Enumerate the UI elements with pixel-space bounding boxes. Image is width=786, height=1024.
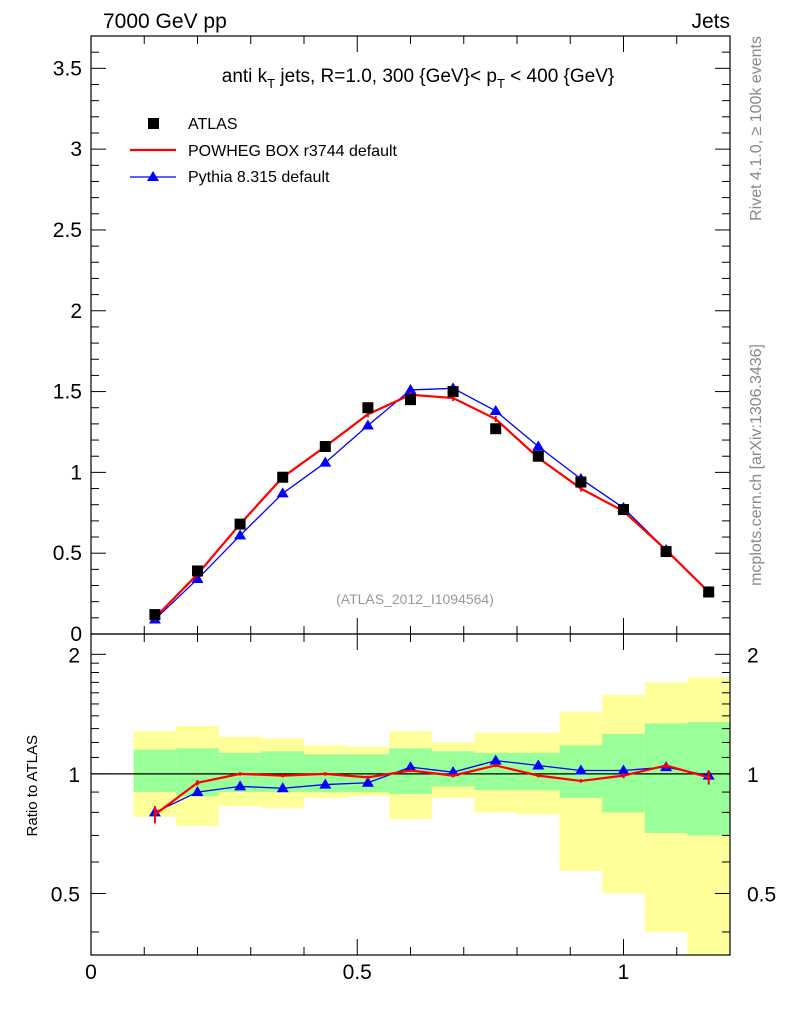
pythia-point	[276, 487, 289, 498]
header-collision-label: 7000 GeV pp	[103, 10, 227, 33]
ratio-plot: 0.5 0.51 12 2 0 0.5 1 Ratio to ATLAS	[24, 633, 776, 984]
atlas-point	[405, 394, 416, 406]
main-y-tick-label: 0.5	[53, 542, 82, 565]
main-y-tick-label: 3	[70, 138, 82, 161]
pythia-point	[489, 404, 502, 415]
pythia-ratio-point	[234, 780, 247, 791]
ratio-x-ticks: 0 0.5 1	[85, 634, 731, 984]
atlas-point	[319, 441, 331, 453]
pythia-ratio-point	[532, 759, 545, 770]
powheg-curve	[154, 393, 710, 619]
ratio-uncertainty-bands	[91, 677, 730, 955]
main-data-marks	[148, 382, 715, 624]
legend-pythia-marker	[147, 171, 159, 181]
pythia-ratio-point	[574, 764, 587, 775]
analysis-reference: (ATLAS_2012_I1094564)	[336, 591, 494, 607]
pythia-ratio-point	[361, 776, 374, 787]
ratio-y-tick-label-right: 0.5	[747, 883, 776, 906]
pythia-ratio-point	[191, 786, 204, 797]
legend-pythia-label: Pythia 8.315 default	[188, 169, 330, 186]
legend-powheg-label: POWHEG BOX r3744 default	[188, 143, 398, 160]
pythia-point	[361, 419, 374, 430]
legend: ATLAS POWHEG BOX r3744 default Pythia 8.…	[130, 116, 398, 186]
legend-atlas-label: ATLAS	[188, 116, 238, 133]
pythia-curve	[154, 387, 710, 620]
main-y-tick-label: 1.5	[53, 381, 82, 404]
atlas-point	[234, 518, 246, 530]
atlas-point	[149, 609, 161, 621]
atlas-point	[490, 423, 502, 435]
rivet-version-label: Rivet 4.1.0, ≥ 100k events	[748, 36, 765, 221]
ratio-y-tick-label-right: 2	[747, 644, 759, 667]
pythia-point	[404, 383, 417, 394]
pythia-ratio-point	[319, 778, 332, 789]
x-tick-label: 0.5	[343, 961, 372, 984]
pythia-ratio-point	[276, 782, 289, 793]
pythia-point	[319, 456, 332, 467]
powheg-ratio-curve	[154, 764, 709, 816]
atlas-point	[362, 402, 374, 414]
atlas-point	[532, 450, 544, 462]
atlas-point	[575, 476, 587, 488]
atlas-point	[277, 471, 289, 483]
x-tick-label: 0	[85, 961, 97, 984]
atlas-point	[660, 546, 672, 558]
ratio-y-tick-label: 2	[68, 644, 80, 667]
ratio-data-marks	[148, 754, 715, 824]
ratio-y-tick-label-right: 1	[747, 764, 759, 787]
pythia-ratio-curve	[154, 759, 709, 813]
atlas-point	[192, 565, 203, 577]
pythia-point	[234, 529, 247, 540]
main-y-tick-label: 2.5	[53, 219, 82, 242]
main-y-tick-label: 1	[70, 461, 82, 484]
ratio-plot-frame	[90, 633, 731, 956]
header-topic-label: Jets	[691, 10, 730, 33]
main-plot: 0 0.5 1 1.5 2 2.5 3 3.5 anti kT jets, R=1.0, 30…	[53, 35, 731, 646]
x-tick-label: 1	[618, 961, 630, 984]
pythia-ratio-point	[404, 761, 417, 772]
main-y-ticks: 0 0.5 1 1.5 2 2.5 3 3.5	[53, 51, 730, 646]
legend-atlas-marker	[148, 118, 159, 129]
ratio-y-tick-label: 1	[68, 764, 80, 787]
main-y-tick-label: 0	[70, 623, 82, 646]
pythia-point	[532, 440, 545, 451]
ratio-y-axis-label: Ratio to ATLAS	[24, 735, 41, 836]
pythia-ratio-point	[447, 766, 460, 777]
pythia-ratio-point	[489, 754, 502, 765]
ratio-y-tick-label: 0.5	[51, 883, 80, 906]
pythia-ratio-point	[617, 764, 630, 775]
main-y-tick-label: 3.5	[53, 57, 82, 80]
atlas-point	[447, 386, 459, 398]
atlas-point	[703, 586, 715, 598]
band-1sigma-bin	[133, 749, 177, 793]
ratio-y-ticks: 0.5 0.5 1 1 2 2	[51, 644, 776, 933]
main-y-tick-label: 2	[70, 300, 82, 323]
mcplots-source-label: mcplots.cern.ch [arXiv:1306.3436]	[748, 344, 765, 586]
atlas-point	[618, 504, 629, 516]
pythia-point	[191, 573, 204, 584]
main-plot-background	[91, 36, 730, 634]
plot-title: anti kT jets, R=1.0, 300 {GeV}< pT < 400…	[222, 66, 615, 91]
band-1sigma-bin	[644, 723, 688, 833]
